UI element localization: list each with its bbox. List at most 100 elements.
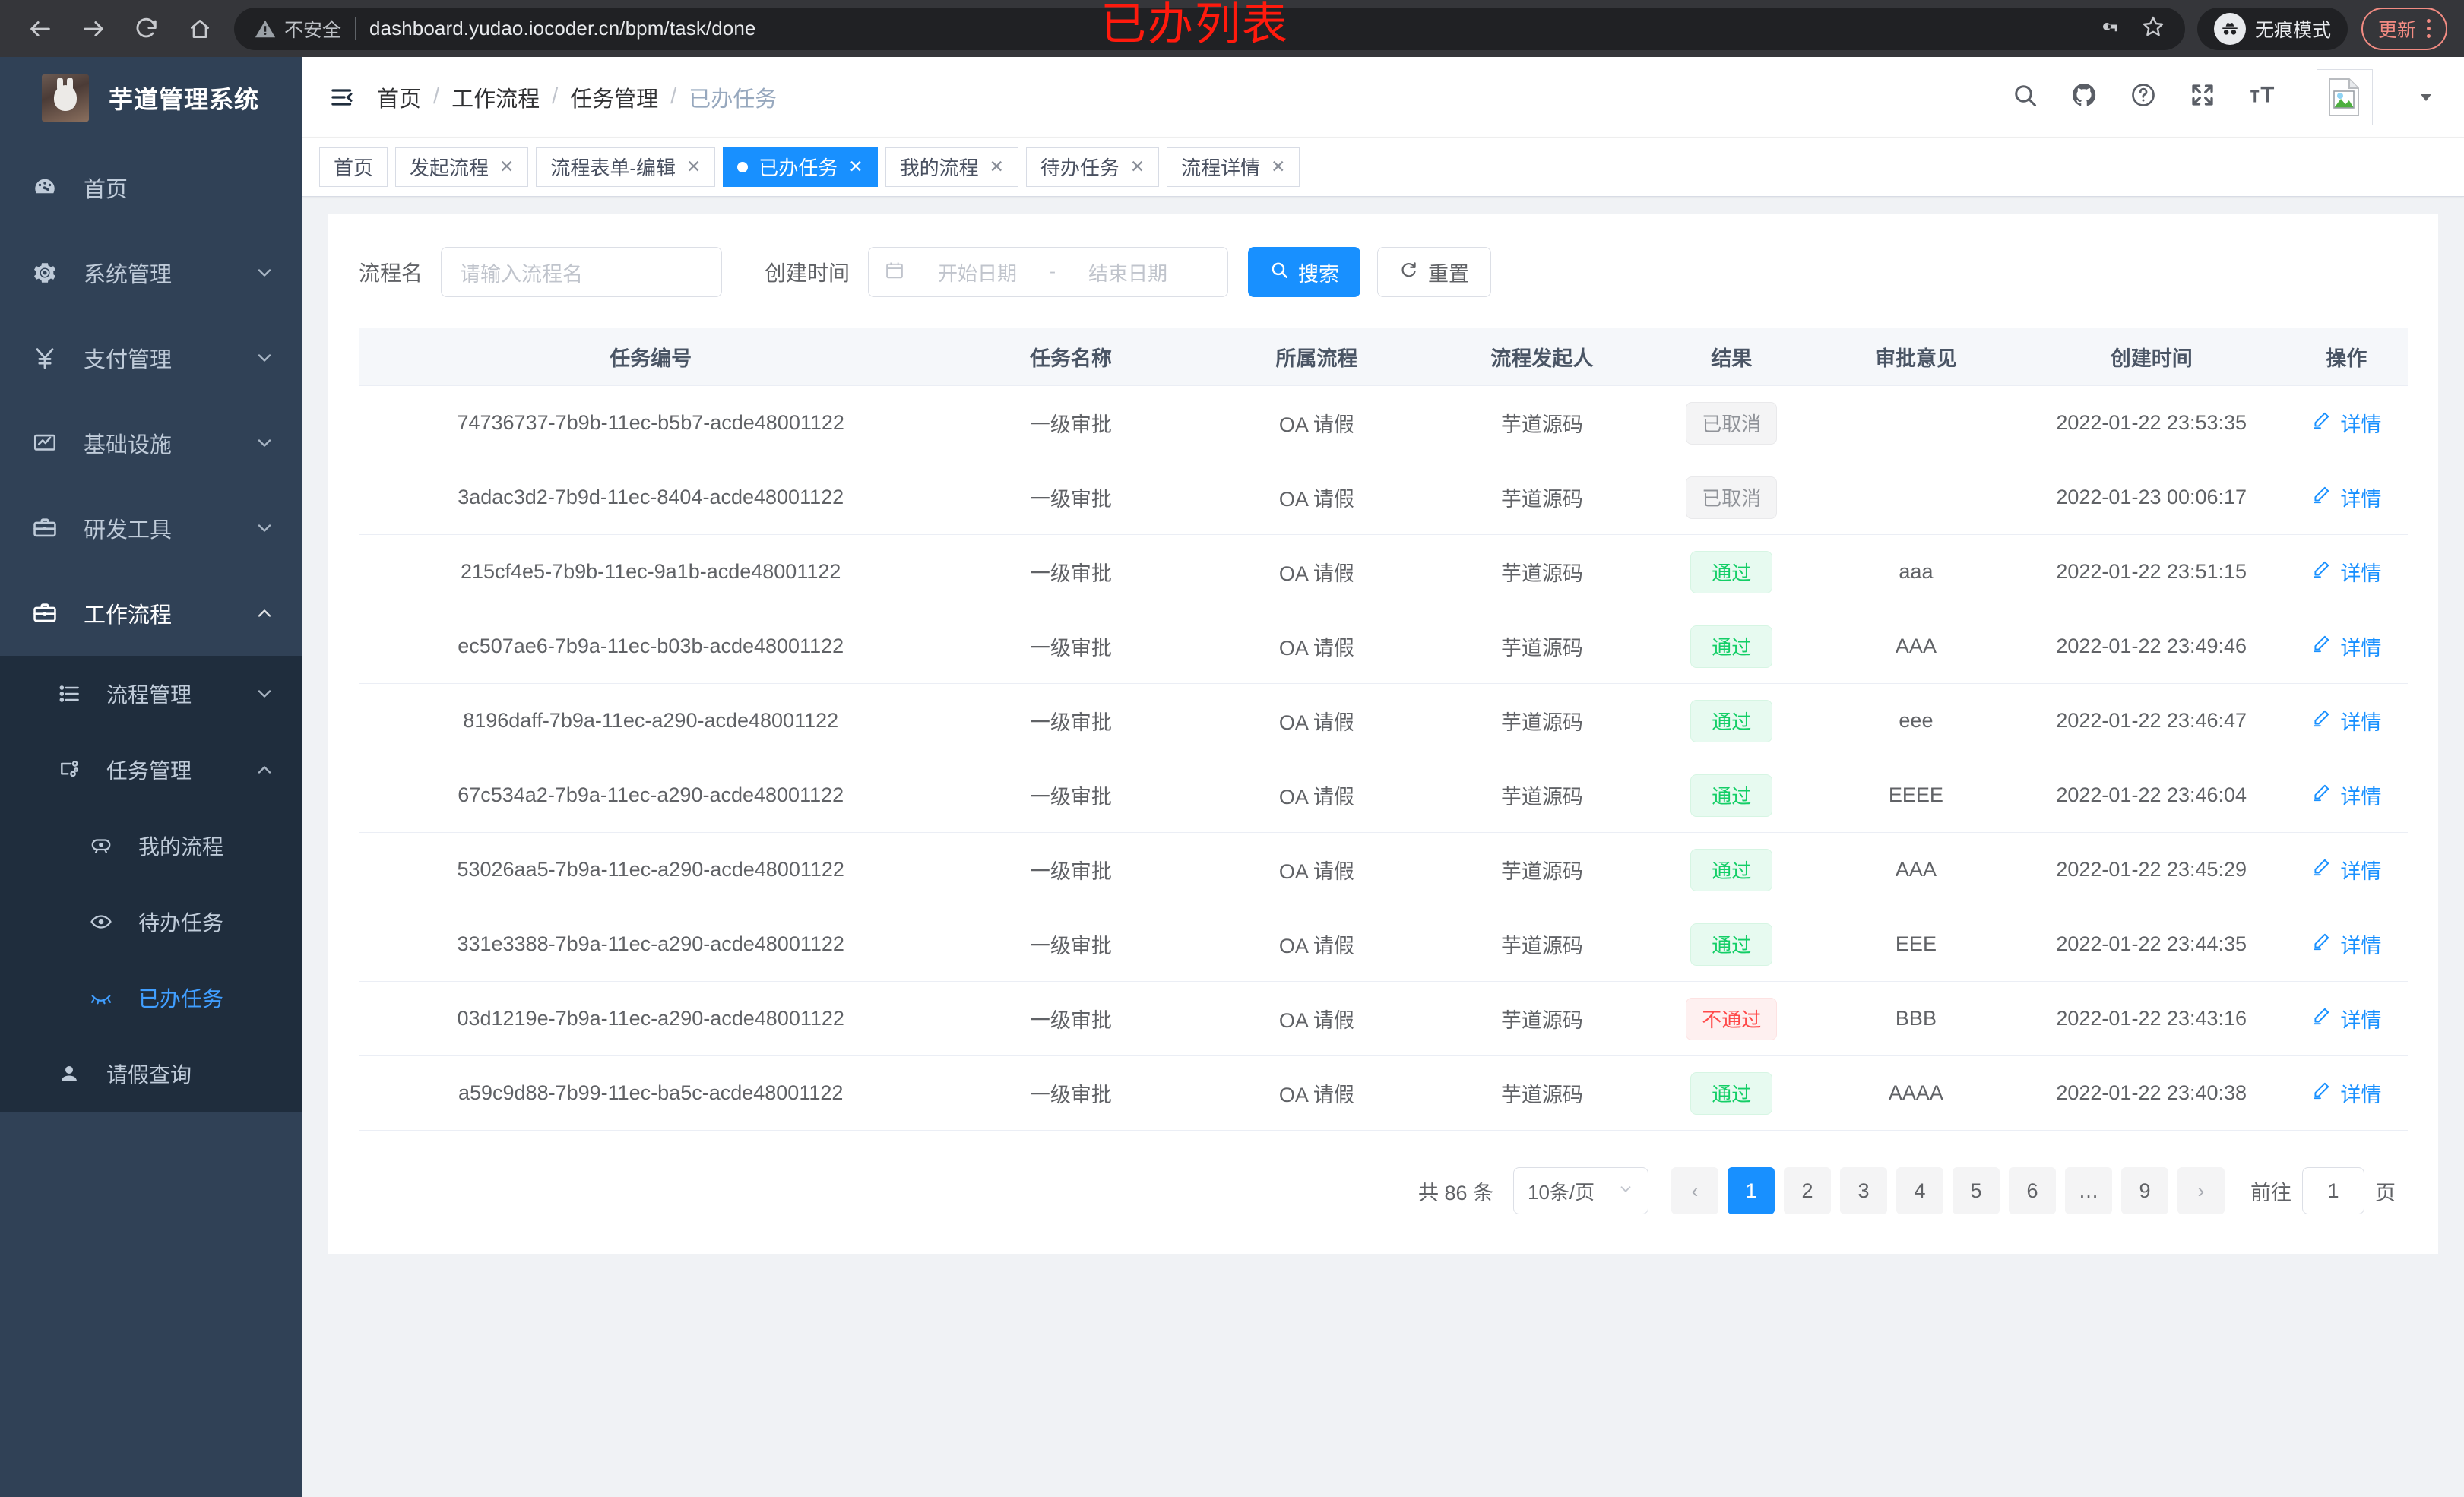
pagination-page-1[interactable]: 1 [1728, 1167, 1775, 1214]
task-icon [58, 758, 90, 782]
start-date-placeholder: 开始日期 [938, 261, 1018, 285]
tab-start-process[interactable]: 发起流程 ✕ [395, 147, 529, 187]
browser-toolbar: 不安全 dashboard.yudao.iocoder.cn/bpm/task/… [0, 0, 2464, 57]
pagination-page-4[interactable]: 4 [1896, 1167, 1943, 1214]
avatar[interactable] [2317, 68, 2373, 125]
detail-button[interactable]: 详情 [2311, 483, 2381, 512]
sidebar-item-dev-tools[interactable]: 研发工具 [0, 486, 302, 571]
tab-my-process[interactable]: 我的流程 ✕ [885, 147, 1018, 187]
close-icon[interactable]: ✕ [1129, 157, 1145, 176]
bookmark-star-icon[interactable] [2141, 14, 2165, 43]
sidebar-item-infrastructure[interactable]: 基础设施 [0, 400, 302, 486]
main-area: 首页 / 工作流程 / 任务管理 / 已办任务 [302, 57, 2464, 1497]
pagination-page-5[interactable]: 5 [1953, 1167, 2000, 1214]
cell-task-name: 一级审批 [942, 385, 1199, 460]
browser-menu-icon[interactable] [2427, 19, 2431, 38]
detail-button[interactable]: 详情 [2311, 1004, 2381, 1033]
column-header-operation: 操作 [2284, 328, 2408, 386]
sidebar-item-home[interactable]: 首页 [0, 145, 302, 230]
status-badge: 已取消 [1686, 401, 1778, 445]
sidebar-item-system-management[interactable]: 系统管理 [0, 230, 302, 315]
tab-process-form-edit[interactable]: 流程表单-编辑 ✕ [536, 147, 716, 187]
detail-button[interactable]: 详情 [2311, 408, 2381, 438]
detail-button[interactable]: 详情 [2311, 557, 2381, 587]
pagination-page-6[interactable]: 6 [2009, 1167, 2056, 1214]
process-name-input[interactable]: 请输入流程名 [441, 247, 723, 297]
cell-task-id: ec507ae6-7b9a-11ec-b03b-acde48001122 [359, 609, 943, 684]
sidebar-item-payment-management[interactable]: 支付管理 [0, 315, 302, 400]
sidebar-item-label: 首页 [84, 178, 128, 202]
detail-button[interactable]: 详情 [2311, 780, 2381, 810]
sidebar-item-workflow[interactable]: 工作流程 [0, 571, 302, 656]
pagination-page-3[interactable]: 3 [1840, 1167, 1887, 1214]
update-label: 更新 [2377, 19, 2416, 41]
reset-button[interactable]: 重置 [1377, 247, 1492, 297]
search-button[interactable]: 搜索 [1248, 247, 1361, 297]
tab-label: 已办任务 [759, 157, 838, 179]
sidebar-item-leave-query[interactable]: 请假查询 [0, 1036, 302, 1112]
help-icon[interactable] [2130, 81, 2157, 112]
close-icon[interactable]: ✕ [499, 157, 515, 176]
breadcrumb-item-task-management[interactable]: 任务管理 [570, 87, 659, 112]
sidebar-toggle-icon[interactable] [328, 84, 356, 111]
user-menu-chevron-down-icon[interactable] [2417, 88, 2435, 106]
pagination-next-button[interactable]: › [2177, 1167, 2225, 1214]
pagination-ellipsis[interactable]: … [2065, 1167, 2112, 1214]
sidebar-logo-title: 芋道管理系统 [109, 86, 260, 113]
sidebar-item-done-tasks[interactable]: 已办任务 [0, 960, 302, 1036]
github-icon[interactable] [2070, 81, 2098, 112]
update-button[interactable]: 更新 [2361, 7, 2447, 50]
detail-button-label: 详情 [2340, 935, 2382, 957]
pagination-page-2[interactable]: 2 [1784, 1167, 1831, 1214]
table-header-row: 任务编号 任务名称 所属流程 流程发起人 结果 审批意见 创建时间 操作 [359, 328, 2408, 386]
forward-icon[interactable] [70, 5, 117, 52]
sidebar-logo[interactable]: 芋道管理系统 [0, 57, 302, 139]
top-navbar-icons [2011, 68, 2435, 125]
address-bar[interactable]: 不安全 dashboard.yudao.iocoder.cn/bpm/task/… [234, 7, 2185, 50]
pagination-page-9[interactable]: 9 [2121, 1167, 2168, 1214]
search-icon[interactable] [2011, 81, 2038, 112]
status-badge: 已取消 [1686, 476, 1778, 519]
home-icon[interactable] [176, 5, 223, 52]
breadcrumb-item-workflow[interactable]: 工作流程 [451, 87, 540, 112]
reload-icon[interactable] [123, 5, 170, 52]
process-name-placeholder: 请输入流程名 [460, 262, 584, 286]
create-time-range-picker[interactable]: 开始日期 - 结束日期 [868, 247, 1229, 297]
dashboard-icon [32, 175, 65, 201]
breadcrumb-separator: / [552, 84, 559, 109]
create-time-label: 创建时间 [765, 261, 850, 285]
pagination-prev-button[interactable]: ‹ [1671, 1167, 1718, 1214]
cell-process: OA 请假 [1199, 534, 1435, 609]
back-icon[interactable] [17, 5, 64, 52]
close-icon[interactable]: ✕ [989, 157, 1004, 176]
tab-done-tasks[interactable]: 已办任务 ✕ [723, 147, 878, 187]
password-key-icon[interactable] [2097, 15, 2120, 42]
detail-button[interactable]: 详情 [2311, 631, 2381, 661]
tab-home[interactable]: 首页 [319, 147, 388, 187]
sidebar-item-process-management[interactable]: 流程管理 [0, 656, 302, 732]
sidebar-item-task-management[interactable]: 任务管理 [0, 732, 302, 808]
edit-icon [2311, 932, 2331, 957]
sidebar-item-label: 流程管理 [106, 683, 192, 707]
close-icon[interactable]: ✕ [848, 157, 863, 176]
page-size-select[interactable]: 10条/页 [1513, 1167, 1648, 1214]
incognito-indicator[interactable]: 无痕模式 [2196, 7, 2348, 50]
cell-create-time: 2022-01-22 23:46:04 [2018, 758, 2285, 833]
breadcrumb-item-home[interactable]: 首页 [377, 87, 422, 112]
close-icon[interactable]: ✕ [1271, 157, 1286, 176]
fullscreen-icon[interactable] [2189, 81, 2216, 112]
sidebar-item-my-process[interactable]: 我的流程 [0, 808, 302, 884]
detail-button[interactable]: 详情 [2311, 855, 2381, 885]
detail-button[interactable]: 详情 [2311, 1078, 2381, 1108]
detail-button[interactable]: 详情 [2311, 706, 2381, 736]
detail-button[interactable]: 详情 [2311, 929, 2381, 959]
cell-process: OA 请假 [1199, 981, 1435, 1056]
pagination-goto-input[interactable]: 1 [2302, 1167, 2364, 1214]
cell-operation: 详情 [2284, 385, 2408, 460]
close-icon[interactable]: ✕ [686, 157, 702, 176]
tab-process-detail[interactable]: 流程详情 ✕ [1167, 147, 1300, 187]
sidebar-item-todo-tasks[interactable]: 待办任务 [0, 884, 302, 960]
cell-result: 通过 [1649, 832, 1814, 907]
tab-todo-tasks[interactable]: 待办任务 ✕ [1025, 147, 1160, 187]
font-size-icon[interactable] [2248, 81, 2277, 113]
